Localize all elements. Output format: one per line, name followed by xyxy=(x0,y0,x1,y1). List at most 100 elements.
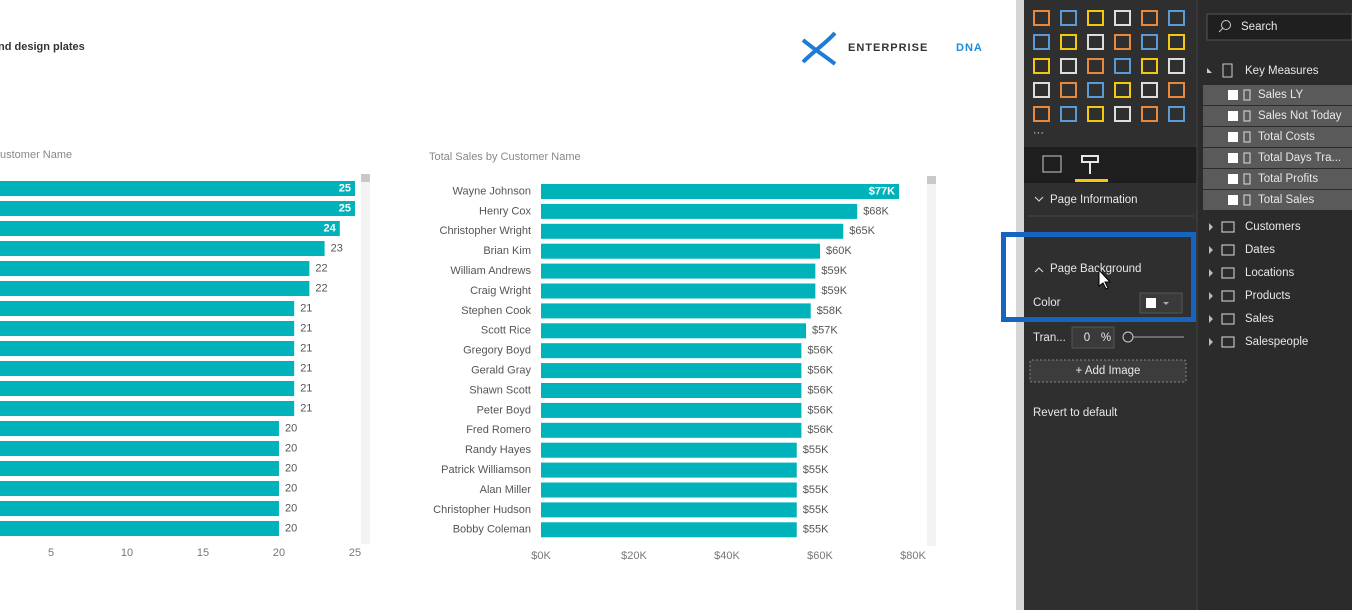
checkbox[interactable] xyxy=(1228,153,1238,163)
measure-name: Sales LY xyxy=(1258,89,1304,101)
category-label: Christopher Hudson xyxy=(433,504,531,516)
measure-name: Sales Not Today xyxy=(1258,110,1342,122)
x-tick-label: $60K xyxy=(807,550,833,562)
canvas-scrollbar xyxy=(1016,0,1024,610)
measure-name: Total Days Tra... xyxy=(1258,152,1341,164)
visual-icon[interactable] xyxy=(1114,58,1131,74)
value-label: $59K xyxy=(821,265,847,277)
add-image-button[interactable] xyxy=(1029,359,1187,383)
value-label: $56K xyxy=(807,424,833,436)
visual-icon[interactable] xyxy=(1033,106,1050,122)
measure-row[interactable] xyxy=(1203,190,1352,210)
value-label: 25 xyxy=(339,182,351,194)
measure-row[interactable] xyxy=(1203,106,1352,126)
visual-icon[interactable] xyxy=(1087,106,1104,122)
checkbox[interactable] xyxy=(1228,195,1238,205)
value-label: $57K xyxy=(812,325,838,337)
table-name[interactable]: Products xyxy=(1245,290,1291,302)
revert-link[interactable]: Revert to default xyxy=(1033,407,1118,419)
visual-icon[interactable] xyxy=(1141,34,1158,50)
measure-table-icon xyxy=(1222,63,1233,78)
search-icon xyxy=(1218,27,1224,33)
value-label: $56K xyxy=(807,404,833,416)
value-label: $55K xyxy=(803,504,829,516)
table-name[interactable]: Customers xyxy=(1245,221,1301,233)
bar xyxy=(0,501,279,516)
measure-row[interactable] xyxy=(1203,127,1352,147)
transparency-input[interactable] xyxy=(1071,326,1115,349)
visual-icon[interactable] xyxy=(1114,82,1131,98)
value-label: 20 xyxy=(285,442,297,454)
visual-icon[interactable] xyxy=(1060,58,1077,74)
transparency-label: Tran... xyxy=(1033,332,1066,344)
table-name[interactable]: Dates xyxy=(1245,244,1275,256)
format-tab[interactable] xyxy=(1081,155,1099,174)
visual-icon[interactable] xyxy=(1141,58,1158,74)
category-label: Alan Miller xyxy=(480,484,532,496)
measure-row[interactable] xyxy=(1203,169,1352,189)
bar xyxy=(541,442,797,458)
visual-icon[interactable] xyxy=(1168,106,1185,122)
visual-icon[interactable] xyxy=(1087,34,1104,50)
value-label: 20 xyxy=(285,422,297,434)
visual-icon[interactable] xyxy=(1087,10,1104,26)
visual-icon[interactable] xyxy=(1114,34,1131,50)
category-label: Fred Romero xyxy=(466,424,531,436)
bar xyxy=(541,502,797,518)
category-label: Christopher Wright xyxy=(440,225,532,237)
visual-icon[interactable] xyxy=(1033,10,1050,26)
visual-icon[interactable] xyxy=(1060,34,1077,50)
table-name[interactable]: Locations xyxy=(1245,267,1294,279)
x-tick-label: 20 xyxy=(273,547,285,559)
section-header[interactable]: Page Background xyxy=(1050,263,1141,275)
fields-tab[interactable] xyxy=(1042,155,1062,173)
checkbox[interactable] xyxy=(1228,174,1238,184)
category-label: Peter Boyd xyxy=(477,404,531,416)
bar xyxy=(541,243,820,259)
chevron xyxy=(1034,267,1044,273)
expand-arrow xyxy=(1209,246,1213,254)
measure-icon xyxy=(1243,110,1251,122)
visual-icon[interactable] xyxy=(1087,82,1104,98)
chart-scrollbar-thumb xyxy=(361,174,370,182)
visual-icon[interactable] xyxy=(1141,106,1158,122)
value-label: 21 xyxy=(300,322,312,334)
visual-icon[interactable] xyxy=(1141,10,1158,26)
search-box[interactable] xyxy=(1206,13,1352,41)
visual-icon[interactable] xyxy=(1033,34,1050,50)
field-group[interactable]: Key Measures xyxy=(1245,65,1319,77)
visual-icon[interactable] xyxy=(1168,34,1185,50)
visual-icon[interactable] xyxy=(1168,10,1185,26)
checkbox[interactable] xyxy=(1228,111,1238,121)
bar xyxy=(0,361,295,376)
visual-icon[interactable] xyxy=(1033,82,1050,98)
expand-arrow xyxy=(1209,269,1213,277)
visual-icon[interactable] xyxy=(1114,106,1131,122)
visual-icon[interactable] xyxy=(1168,58,1185,74)
visual-icon[interactable] xyxy=(1060,82,1077,98)
expand-arrow xyxy=(1209,223,1213,231)
checkbox[interactable] xyxy=(1228,90,1238,100)
x-tick-label: 15 xyxy=(197,547,209,559)
visual-icon[interactable] xyxy=(1087,58,1104,74)
visual-icon[interactable] xyxy=(1060,106,1077,122)
more-visuals[interactable]: ··· xyxy=(1033,127,1044,139)
value-label: $56K xyxy=(807,384,833,396)
section-header[interactable]: Page Information xyxy=(1050,194,1138,206)
slider-thumb[interactable] xyxy=(1122,331,1134,343)
checkbox[interactable] xyxy=(1228,132,1238,142)
visual-icon[interactable] xyxy=(1060,10,1077,26)
chart-scrollbar xyxy=(927,176,936,546)
visual-icon[interactable] xyxy=(1168,82,1185,98)
table-icon xyxy=(1221,221,1235,233)
visual-icon[interactable] xyxy=(1114,10,1131,26)
measure-row[interactable] xyxy=(1203,148,1352,168)
table-name[interactable]: Salespeople xyxy=(1245,336,1308,348)
table-name[interactable]: Sales xyxy=(1245,313,1274,325)
bar xyxy=(0,421,279,436)
visual-icon[interactable] xyxy=(1141,82,1158,98)
measure-row[interactable] xyxy=(1203,85,1352,105)
bar xyxy=(0,521,279,536)
visual-icon[interactable] xyxy=(1033,58,1050,74)
